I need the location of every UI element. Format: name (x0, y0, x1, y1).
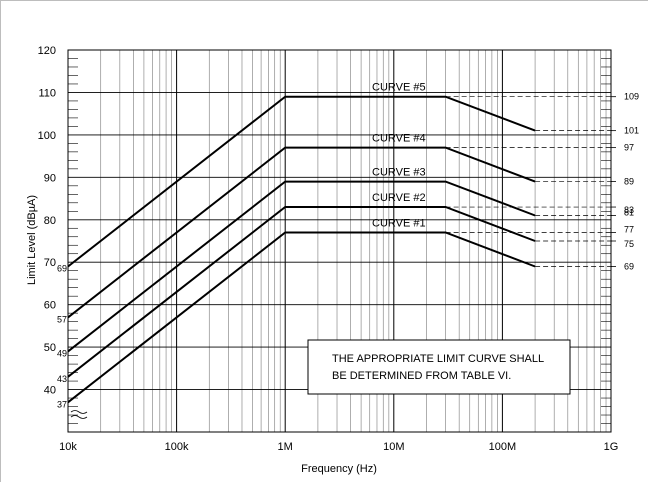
annotation-line-2: BE DETERMINED FROM TABLE VI. (332, 370, 511, 382)
left-value-label: 57 (57, 314, 67, 324)
right-value-label: 75 (624, 239, 634, 249)
curve-line (67, 231, 536, 404)
x-tick-label: 100M (489, 441, 517, 453)
y-axis-label: Limit Level (dBµA) (26, 195, 38, 285)
curve-name-label: CURVE #2 (372, 192, 426, 204)
y-tick-label: 70 (44, 257, 56, 269)
y-tick-label: 110 (38, 87, 56, 99)
y-tick-label: 50 (44, 342, 56, 354)
curve-line (67, 95, 536, 268)
right-value-label: 89 (624, 177, 634, 187)
left-value-label: 69 (57, 263, 67, 273)
x-tick-label: 1M (278, 441, 293, 453)
frame-left-border (0, 0, 1, 482)
right-value-label: 101 (624, 126, 639, 136)
right-value-label: 83 (624, 205, 634, 215)
curve-name-label: CURVE #3 (372, 167, 426, 179)
x-tick-label: 10k (59, 441, 77, 453)
curve-name-label: CURVE #4 (372, 133, 426, 145)
right-value-label: 81 (624, 208, 634, 218)
chart-labels: 10k 100k 1M 10M 100M 1G 40 50 60 70 80 90 100 110 120 3… (38, 45, 639, 453)
right-value-label: 69 (624, 261, 634, 271)
y-tick-label: 100 (38, 130, 56, 142)
curve-series (67, 95, 536, 404)
curve-line (67, 206, 536, 378)
curve-name-label: CURVE #5 (372, 82, 426, 94)
axis-break-mark (70, 410, 88, 414)
y-tick-label: 60 (44, 300, 56, 312)
left-value-label: 43 (57, 374, 67, 384)
curve-name-label: CURVE #1 (372, 218, 426, 230)
axis-minor-ticks (68, 58, 611, 424)
left-value-label: 37 (57, 399, 67, 409)
curve-line (67, 180, 536, 353)
x-tick-label: 10M (383, 441, 404, 453)
right-value-label: 109 (624, 92, 639, 102)
y-tick-label: 40 (44, 385, 56, 397)
y-tick-label: 90 (44, 172, 56, 184)
left-value-label: 49 (57, 348, 67, 358)
x-tick-label: 100k (165, 441, 189, 453)
frame-top-border (0, 0, 648, 1)
dashed-reference-lines (445, 96, 616, 267)
plot-border (67, 49, 612, 433)
annotation-box: THE APPROPRIATE LIMIT CURVE SHALL BE DET… (307, 339, 571, 395)
right-value-label: 77 (624, 225, 634, 235)
right-value-label: 97 (624, 143, 634, 153)
annotation-line-1: THE APPROPRIATE LIMIT CURVE SHALL (332, 353, 544, 365)
x-axis-label: Frequency (Hz) (301, 463, 377, 475)
y-tick-label: 120 (38, 45, 56, 57)
x-tick-label: 1G (604, 441, 619, 453)
y-tick-label: 80 (44, 215, 56, 227)
axis-break-mark (70, 415, 88, 419)
curve-line (67, 146, 536, 319)
